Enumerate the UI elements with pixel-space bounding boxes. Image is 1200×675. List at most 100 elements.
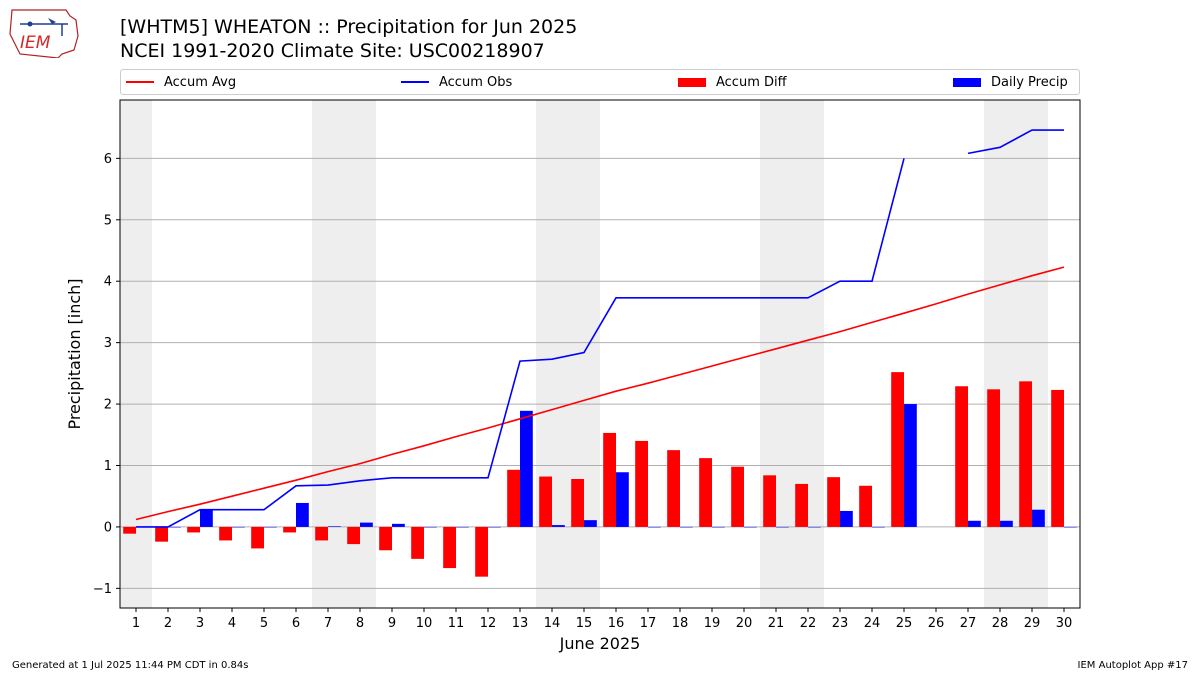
iem-logo: IEM	[9, 9, 79, 58]
daily-precip-bar-12	[488, 526, 501, 528]
accum-diff-bar-16	[603, 432, 616, 527]
legend-item-accum-obs: Accum Obs	[401, 70, 512, 94]
daily-precip-bar-10	[424, 526, 437, 528]
y-tick-label: −1	[93, 582, 112, 597]
x-tick-label: 7	[324, 616, 332, 631]
accum-diff-bar-28	[987, 389, 1000, 527]
gridlines	[120, 157, 1080, 589]
daily-precip-bar-20	[744, 526, 757, 528]
legend-item-daily-precip: Daily Precip	[953, 70, 1068, 94]
daily-precip-bar-14	[552, 525, 565, 527]
x-tick-label: 3	[196, 616, 204, 631]
accum-diff-bar-23	[827, 477, 840, 527]
y-tick-label: 6	[104, 152, 112, 167]
x-tick-label: 30	[1056, 616, 1073, 631]
x-tick-label: 1	[132, 616, 140, 631]
x-tick-label: 17	[640, 616, 657, 631]
x-tick-label: 20	[736, 616, 753, 631]
x-tick-label: 19	[704, 616, 721, 631]
x-tick-label: 6	[292, 616, 300, 631]
accum-diff-bar-5	[251, 526, 264, 549]
accum-diff-bar-15	[571, 479, 584, 527]
x-tick-label: 4	[228, 616, 236, 631]
weekend-shade-14	[536, 100, 568, 608]
logo-text: IEM	[20, 33, 51, 53]
x-tick-label: 5	[260, 616, 268, 631]
daily-precip-bar-28	[1000, 520, 1013, 527]
accum-diff-bar-21	[763, 475, 776, 527]
bars	[123, 372, 1077, 577]
accum-diff-bar-19	[699, 458, 712, 527]
weekend-shade-15	[568, 100, 600, 608]
accum-diff-bar-12	[475, 526, 488, 577]
x-tick-label: 2	[164, 616, 172, 631]
accum-diff-bar-13	[507, 469, 520, 527]
y-tick-label: 5	[104, 213, 112, 228]
daily-precip-bar-22	[808, 526, 821, 528]
x-tick-label: 18	[672, 616, 689, 631]
accum-diff-bar-2	[155, 526, 168, 542]
y-tick-label: 4	[104, 275, 112, 290]
legend-item-accum-diff: Accum Diff	[678, 70, 787, 94]
accum-diff-bar-11	[443, 526, 456, 569]
x-tick-label: 26	[928, 616, 945, 631]
x-tick-label: 22	[800, 616, 817, 631]
daily-precip-bar-18	[680, 526, 693, 528]
accum-diff-bar-1	[123, 526, 136, 534]
accum-diff-bar-4	[219, 526, 232, 541]
legend-label-accum-diff: Accum Diff	[716, 74, 787, 90]
daily-precip-bar-2	[168, 526, 181, 528]
daily-precip-bar-15	[584, 520, 597, 527]
daily-precip-bar-27	[968, 520, 981, 527]
chart-subtitle: NCEI 1991-2020 Climate Site: USC00218907	[120, 40, 545, 62]
accum-obs-line-segment-1	[967, 129, 1064, 155]
accum-diff-bar-17	[635, 440, 648, 527]
legend-item-accum-avg: Accum Avg	[126, 70, 236, 94]
generated-timestamp: Generated at 1 Jul 2025 11:44 PM CDT in …	[12, 660, 249, 671]
daily-precip-bar-5	[264, 526, 277, 528]
y-tick-label: 2	[104, 398, 112, 413]
weekend-shade-28	[984, 100, 1016, 608]
x-tick-label: 24	[864, 616, 881, 631]
legend-label-accum-obs: Accum Obs	[439, 74, 513, 90]
daily-precip-bar-8	[360, 522, 373, 527]
x-tick-label: 11	[448, 616, 465, 631]
daily-precip-bar-16	[616, 472, 629, 527]
x-tick-label: 13	[512, 616, 529, 631]
x-tick-label: 10	[416, 616, 433, 631]
x-axis-label: June 2025	[559, 634, 641, 653]
accum-diff-bar-20	[731, 466, 744, 527]
plot-frame	[119, 99, 1081, 609]
weekend-shade-29	[1016, 100, 1048, 608]
x-tick-label: 27	[960, 616, 977, 631]
accum-diff-bar-29	[1019, 381, 1032, 527]
x-tick-label: 14	[544, 616, 561, 631]
daily-precip-bar-30	[1064, 526, 1077, 528]
accum-diff-bar-10	[411, 526, 424, 559]
y-tick-label: 1	[104, 459, 112, 474]
accum-diff-bar-22	[795, 483, 808, 527]
accum-diff-bar-18	[667, 450, 680, 527]
x-tick-label: 12	[480, 616, 497, 631]
app-credit: IEM Autoplot App #17	[1077, 660, 1188, 671]
lines	[135, 129, 1065, 528]
daily-precip-bar-11	[456, 526, 469, 528]
weekend-shade-22	[792, 100, 824, 608]
legend-swatch-accum-obs	[401, 81, 429, 83]
accum-diff-bar-27	[955, 386, 968, 527]
daily-precip-bar-19	[712, 526, 725, 528]
daily-precip-bar-17	[648, 526, 661, 528]
x-tick-label: 15	[576, 616, 593, 631]
daily-precip-bar-21	[776, 526, 789, 528]
chart-legend: Accum Avg Accum Obs Accum Diff Daily Pre…	[120, 69, 1080, 95]
daily-precip-bar-23	[840, 510, 853, 527]
x-tick-label: 25	[896, 616, 913, 631]
accum-diff-bar-9	[379, 526, 392, 551]
x-tick-label: 23	[832, 616, 849, 631]
x-tick-label: 16	[608, 616, 625, 631]
daily-precip-bar-3	[200, 509, 213, 527]
daily-precip-bar-7	[328, 526, 341, 527]
legend-label-accum-avg: Accum Avg	[164, 74, 237, 90]
accum-diff-bar-8	[347, 526, 360, 545]
